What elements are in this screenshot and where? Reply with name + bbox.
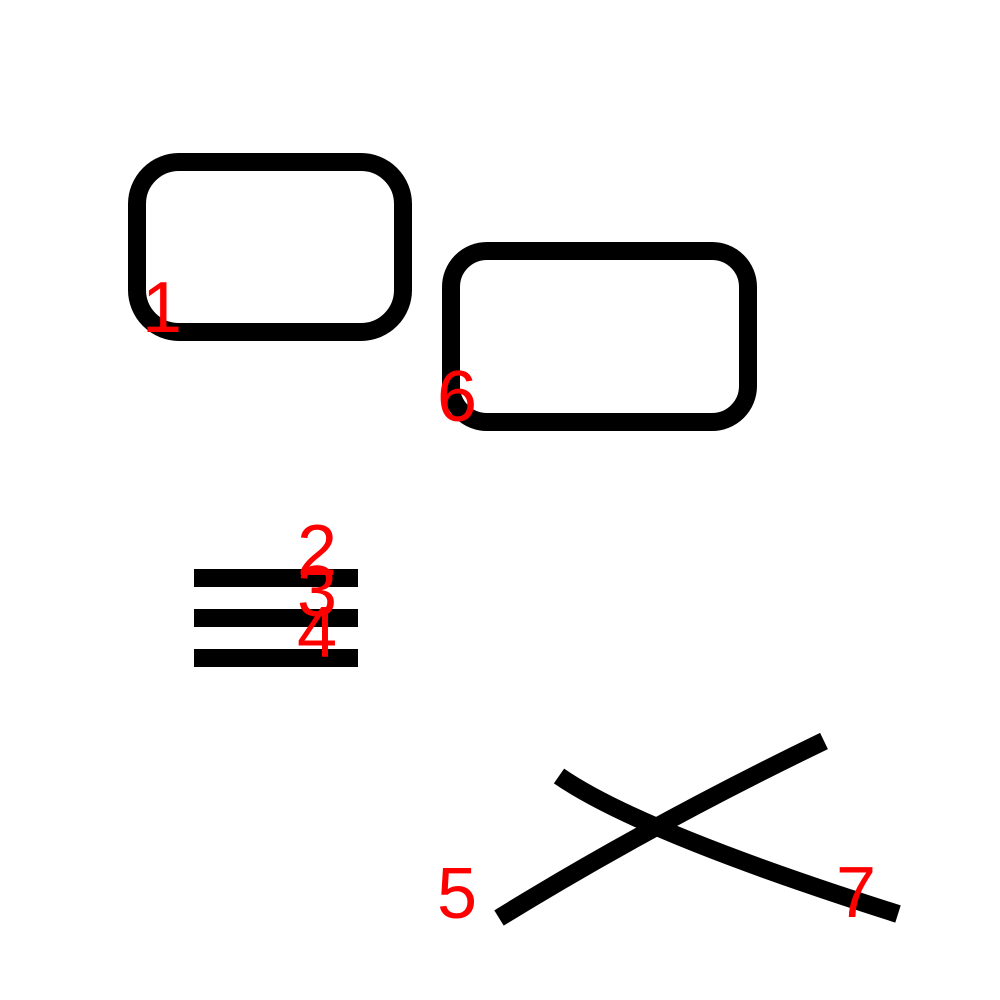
stroke-1-rounded-rectangle bbox=[128, 153, 412, 341]
stroke-7-curve bbox=[553, 768, 901, 923]
label-4: 4 bbox=[297, 593, 337, 673]
label-7: 7 bbox=[836, 853, 876, 933]
label-1: 1 bbox=[142, 268, 182, 348]
label-6: 6 bbox=[437, 357, 477, 437]
label-5: 5 bbox=[437, 854, 477, 934]
label-2: 2 bbox=[297, 511, 337, 591]
label-3: 3 bbox=[297, 552, 337, 632]
stroke-6-rounded-rectangle bbox=[442, 242, 757, 431]
